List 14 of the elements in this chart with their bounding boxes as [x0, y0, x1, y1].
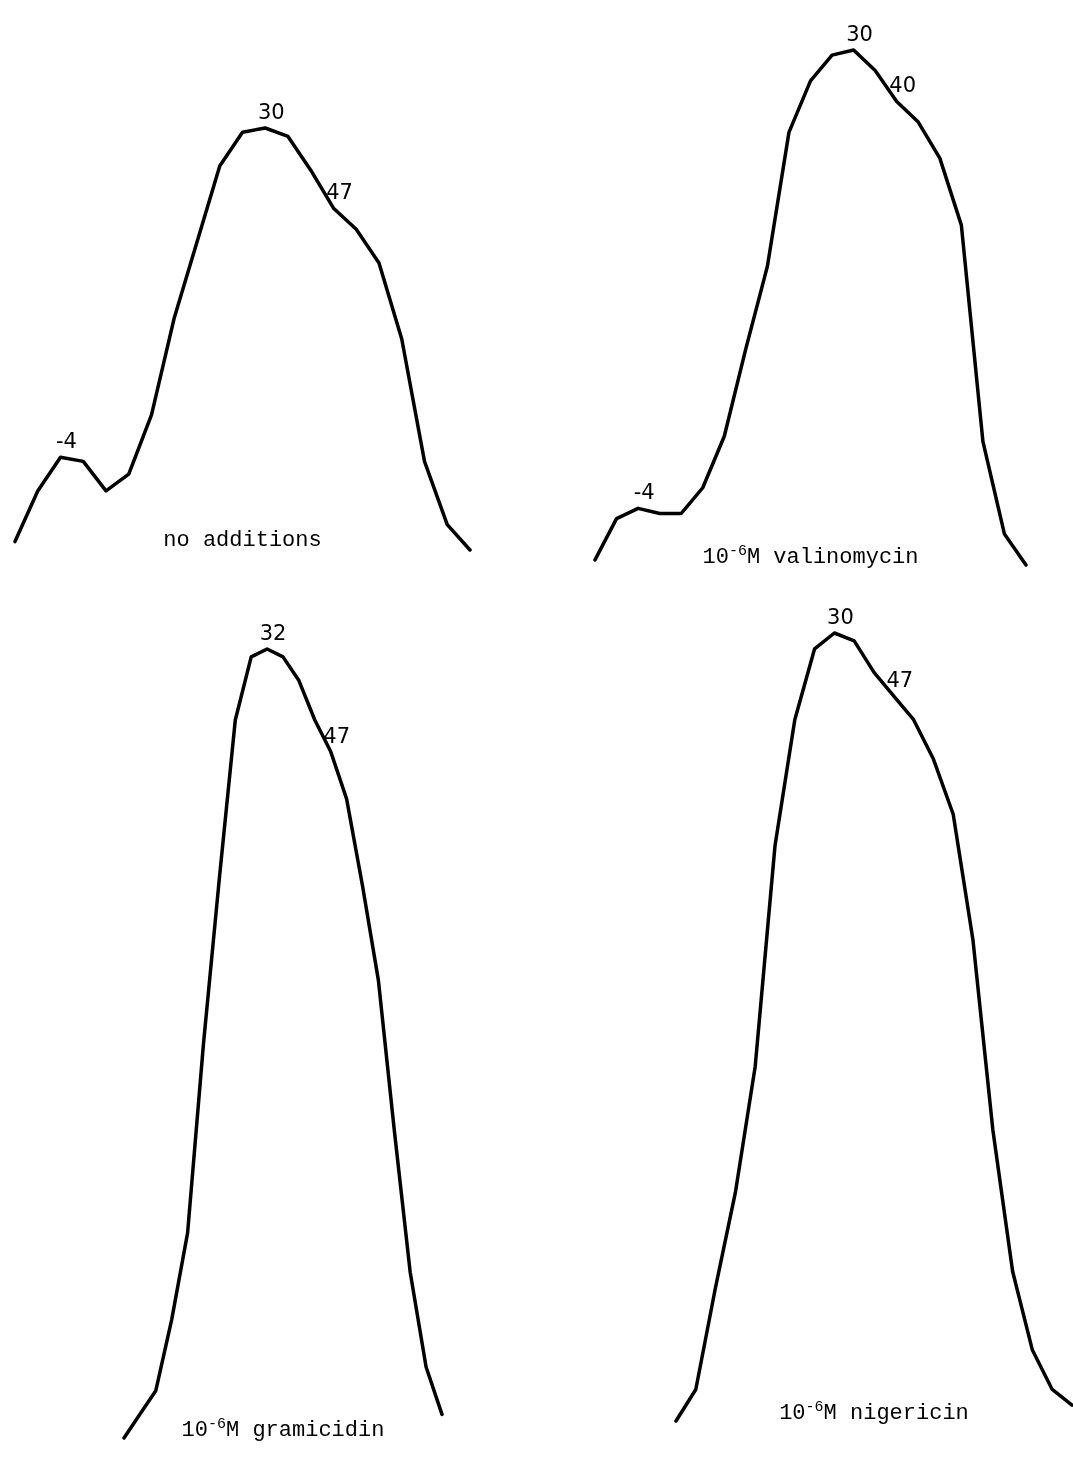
- x-axis-title: no additions: [162, 528, 323, 553]
- annotation: -4: [56, 429, 77, 454]
- annotation: 47: [886, 667, 914, 692]
- x-axis-title: 10$^{-6}$M gramicidin: [180, 1416, 386, 1444]
- annotation: 30: [257, 99, 285, 124]
- x-axis-title: 10$^{-6}$M valinomycin: [701, 543, 920, 571]
- annotation: 47: [323, 723, 351, 748]
- x-axis-title: 10$^{-6}$M nigericin: [778, 1399, 970, 1427]
- annotation: 30: [846, 21, 873, 46]
- annotation: 32: [259, 620, 287, 645]
- annotation: 47: [326, 180, 353, 205]
- annotation: 30: [827, 604, 854, 629]
- annotation: -4: [633, 480, 655, 505]
- annotation: 40: [889, 73, 917, 98]
